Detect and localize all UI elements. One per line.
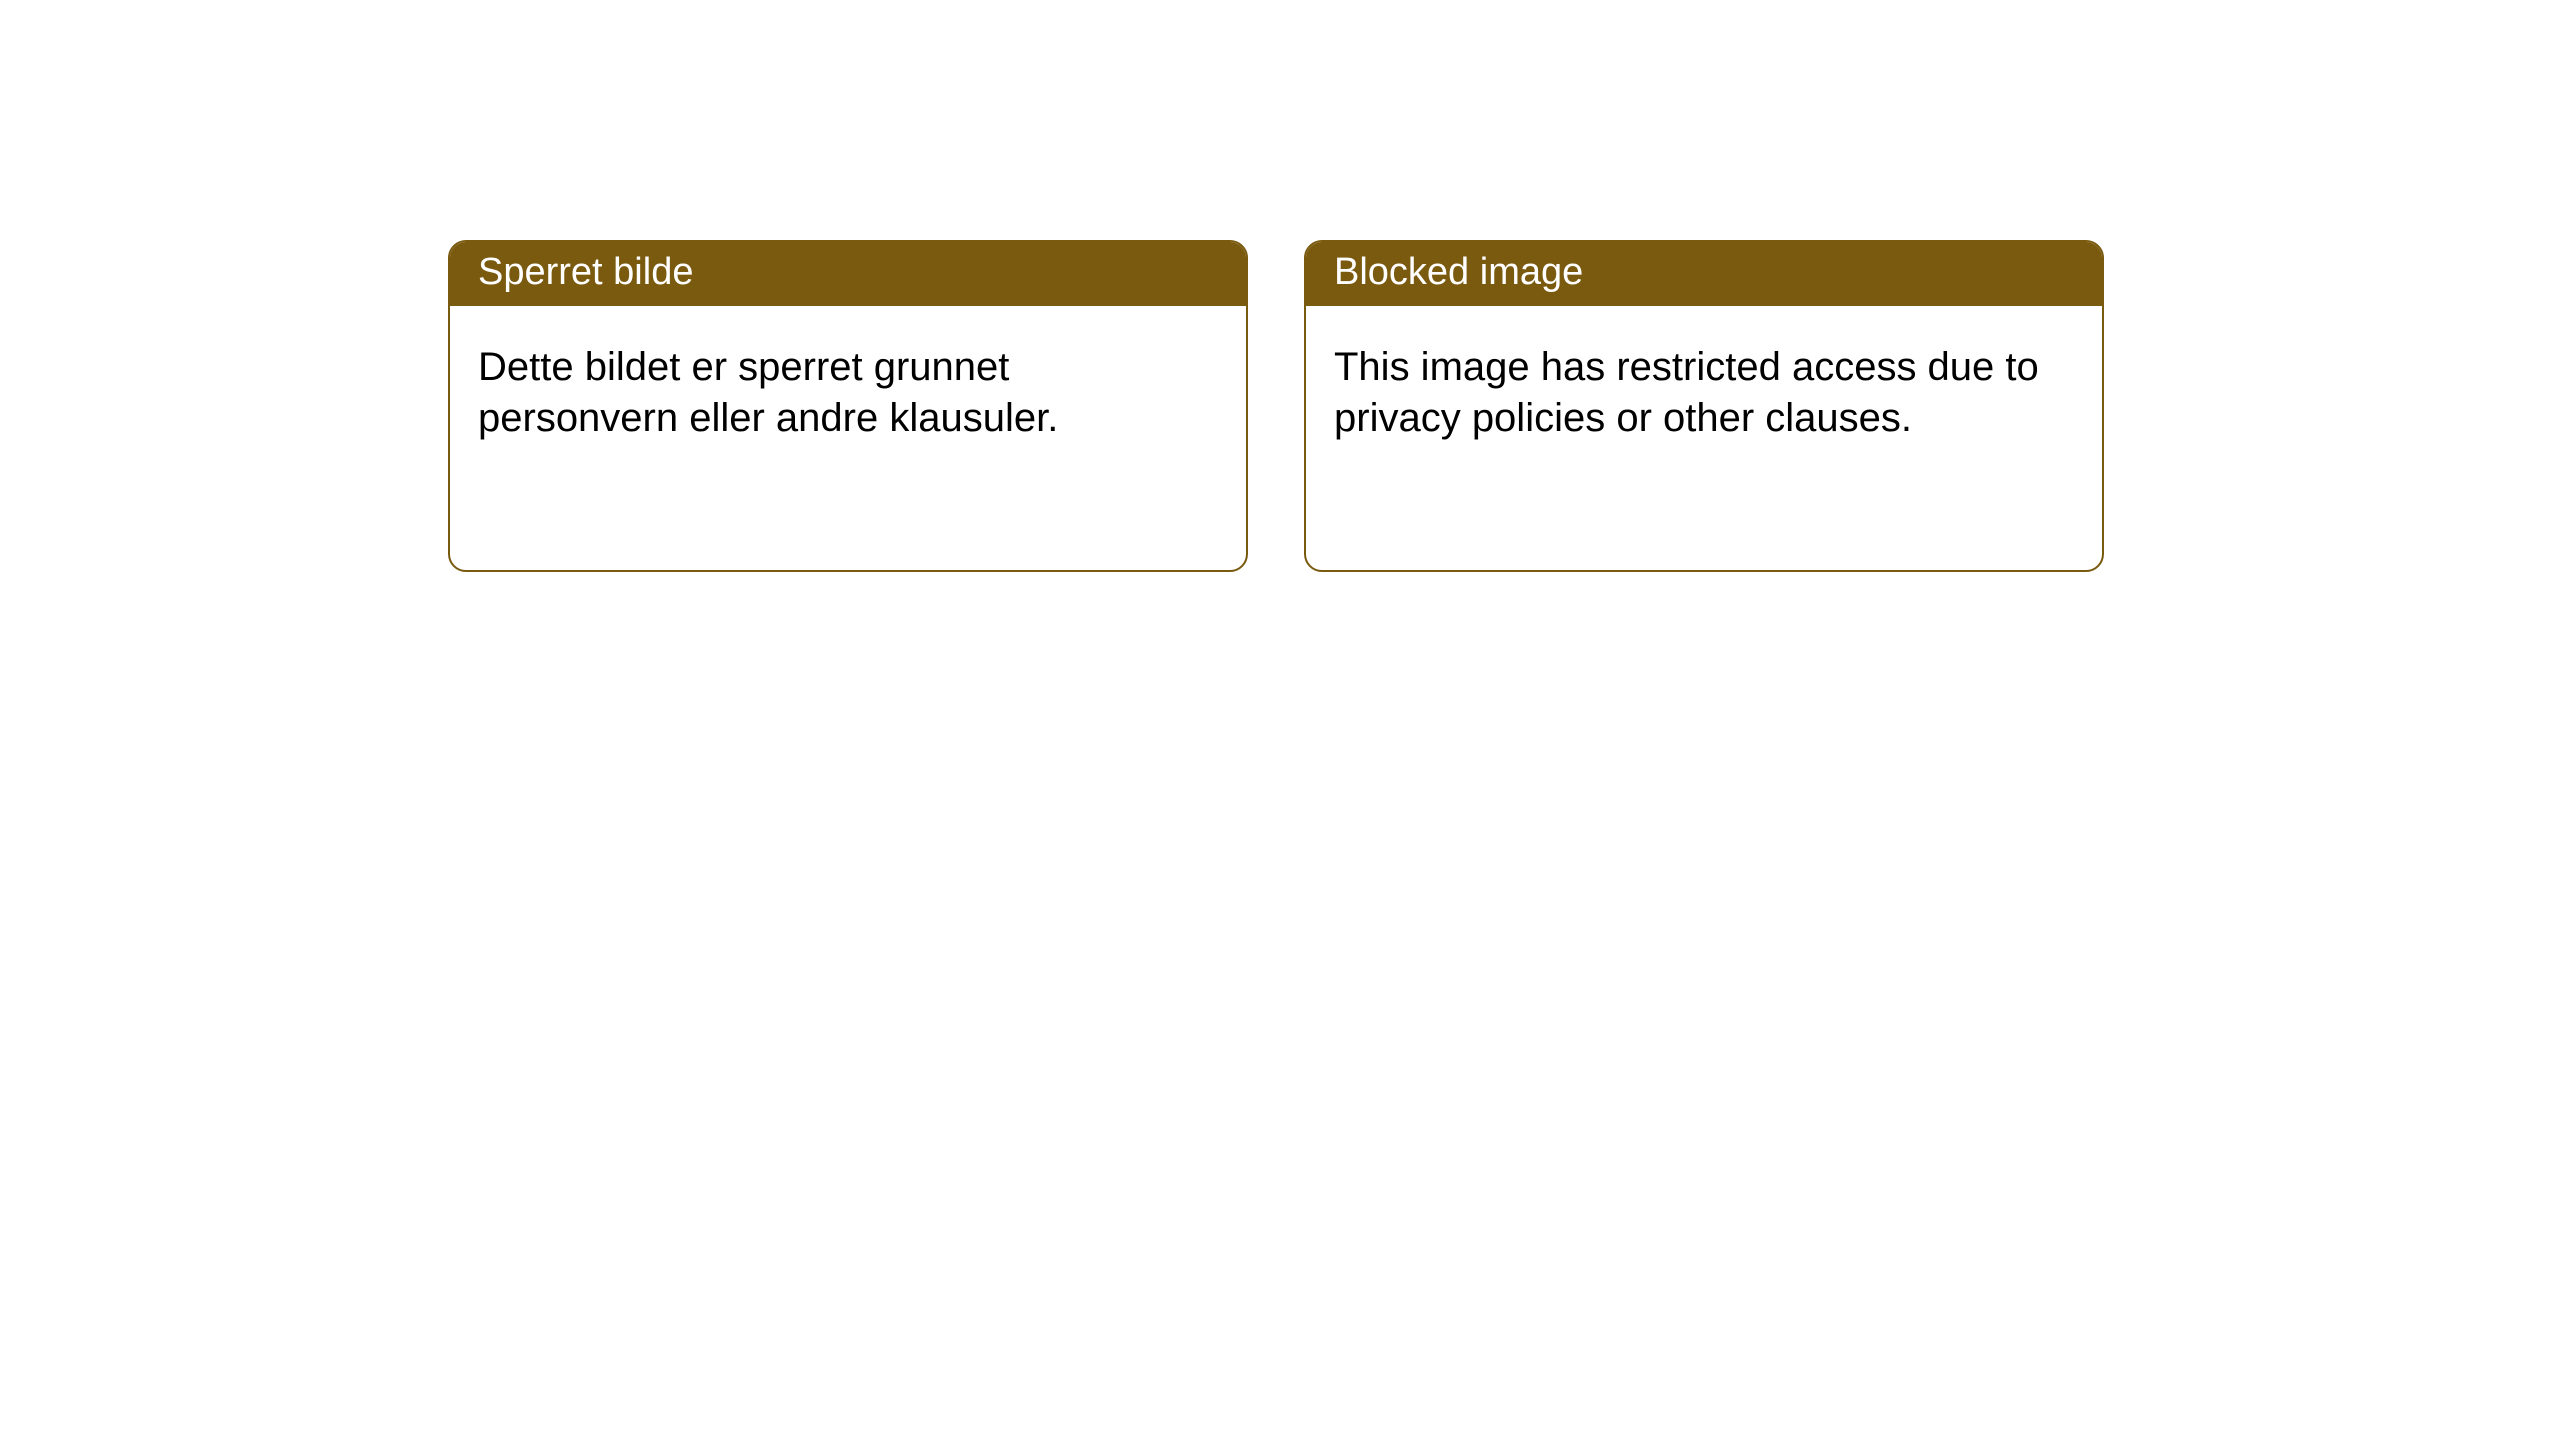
notice-title: Blocked image <box>1334 251 1583 293</box>
notice-card-norwegian: Sperret bilde Dette bildet er sperret gr… <box>448 240 1248 572</box>
notice-message: This image has restricted access due to … <box>1334 345 2039 440</box>
notice-card-english: Blocked image This image has restricted … <box>1304 240 2104 572</box>
notice-title: Sperret bilde <box>478 251 693 293</box>
notice-container: Sperret bilde Dette bildet er sperret gr… <box>0 0 2560 572</box>
notice-message: Dette bildet er sperret grunnet personve… <box>478 345 1058 440</box>
notice-body: Dette bildet er sperret grunnet personve… <box>450 306 1246 472</box>
notice-body: This image has restricted access due to … <box>1306 306 2102 472</box>
notice-header: Sperret bilde <box>450 242 1246 306</box>
notice-header: Blocked image <box>1306 242 2102 306</box>
